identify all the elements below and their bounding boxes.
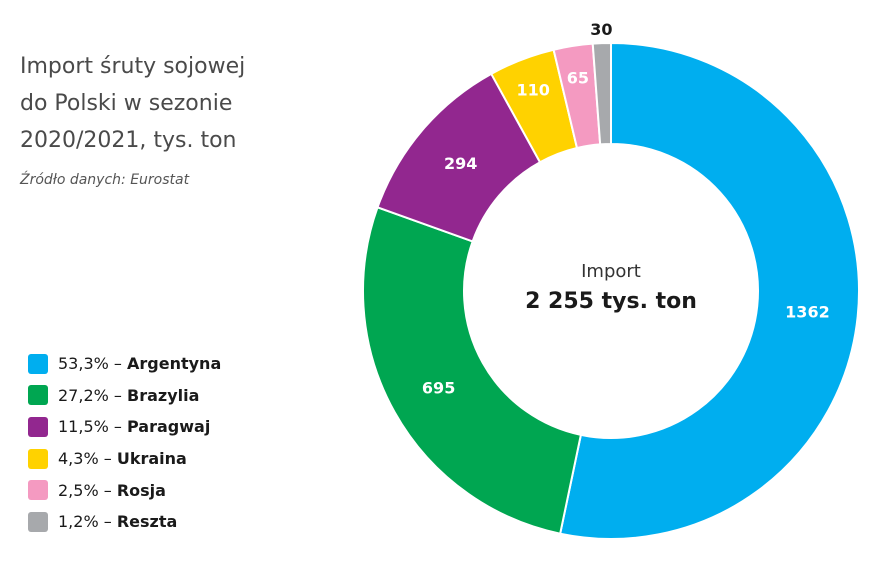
legend-item: 2,5% – Rosja [28,474,221,506]
legend-item: 4,3% – Ukraina [28,443,221,475]
legend-swatch [28,385,48,406]
center-label: Import [581,261,641,282]
slice-value-label-brazylia: 695 [422,378,455,397]
slice-labels: 1362 695 294 110 65 30 [422,20,830,397]
data-source: Źródło danych: Eurostat [20,172,190,188]
legend-swatch [28,448,48,469]
legend-percent: 1,2% [58,512,99,532]
donut-slices [362,41,860,540]
legend-percent: 53,3% [58,354,109,374]
legend-name: Paragwaj [127,417,211,437]
slice-value-label-rosja: 65 [567,69,589,88]
legend-item: 53,3% – Argentyna [28,348,221,380]
legend-swatch [28,416,48,437]
legend-percent: 4,3% [58,449,99,469]
chart-title: Import śruty sojowej do Polski w sezonie… [20,48,320,159]
donut-slice-reszta [591,41,612,146]
legend-name: Rosja [116,480,166,500]
center-total: 2 255 tys. ton [525,289,697,314]
legend-name: Argentyna [127,354,222,374]
legend: 53,3% – Argentyna 27,2% – Brazylia 11,5%… [28,348,221,538]
legend-swatch [28,480,48,501]
donut-slice-brazylia [362,206,583,535]
legend-name: Reszta [116,512,178,532]
legend-percent: 2,5% [58,480,99,500]
slice-value-label-reszta: 30 [590,20,612,39]
legend-item: 27,2% – Brazylia [28,380,221,412]
donut-slice-argentyna [558,41,860,540]
slice-value-label-argentyna: 1362 [785,302,830,321]
slice-value-label-paragwaj: 294 [444,154,477,173]
legend-swatch [28,353,48,374]
chart-title-line: do Polski w sezonie [20,91,233,116]
legend-item: 11,5% – Paragwaj [28,411,221,443]
chart-title-line: Import śruty sojowej [20,54,246,79]
legend-name: Brazylia [127,385,200,405]
chart-title-line: 2020/2021, tys. ton [20,128,237,153]
legend-item: 1,2% – Reszta [28,506,221,538]
slice-value-label-ukraina: 110 [516,81,549,100]
legend-percent: 27,2% [58,385,109,405]
legend-name: Ukraina [116,449,187,469]
legend-swatch [28,511,48,532]
legend-percent: 11,5% [58,417,109,437]
